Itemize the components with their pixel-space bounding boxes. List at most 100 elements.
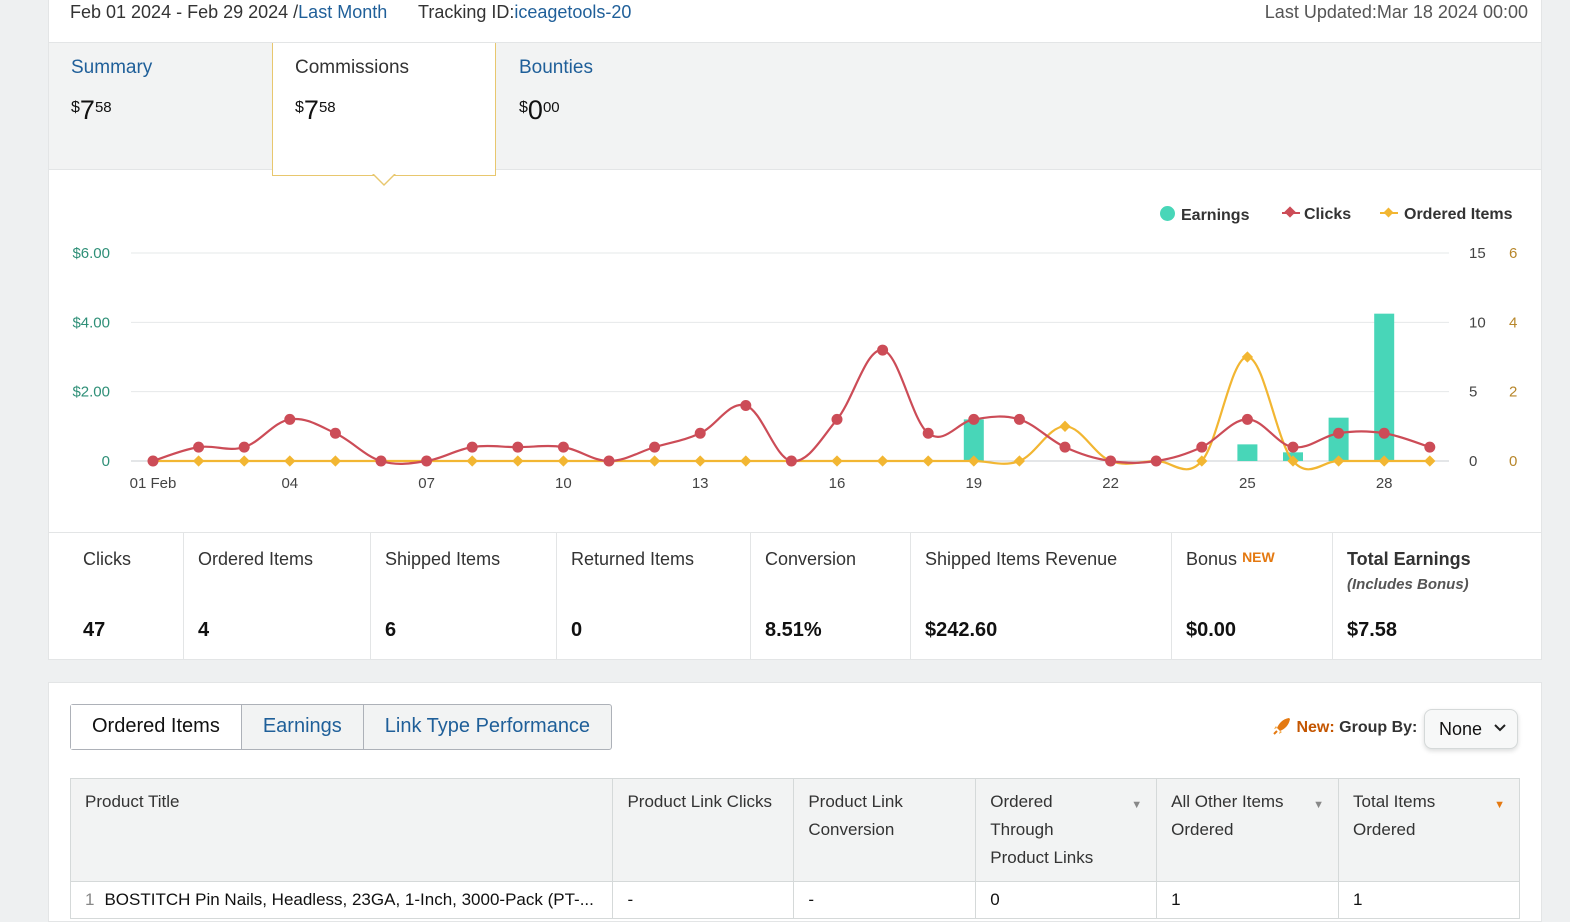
col-product-link-conversion[interactable]: Product Link Conversion [794, 779, 976, 882]
group-by-select[interactable]: None [1424, 709, 1518, 749]
metric-shipped-items: Shipped Items 6 [371, 533, 557, 660]
bonus-label: Bonus [1186, 549, 1237, 569]
tab-earnings[interactable]: Earnings [242, 705, 364, 749]
y-tick-label: $6.00 [72, 245, 110, 262]
ordered-point [695, 455, 706, 466]
x-tick-label: 10 [555, 475, 572, 492]
metric-value: $242.60 [925, 619, 997, 642]
x-tick-label: 22 [1102, 475, 1119, 492]
metric-label: Bonus NEW [1186, 549, 1332, 570]
tab-link-type-performance[interactable]: Link Type Performance [364, 705, 611, 749]
y2-tick-label: 0 [1469, 453, 1477, 470]
tab-summary[interactable]: Summary $758 [49, 43, 273, 169]
metric-value: $7.58 [1347, 619, 1397, 642]
metric-value: $0.00 [1186, 619, 1236, 642]
metric-conversion: Conversion 8.51% [751, 533, 911, 660]
y3-tick-label: 4 [1509, 314, 1517, 331]
click-point [877, 345, 888, 356]
metric-label: Returned Items [571, 549, 750, 570]
cell-link-clicks: - [613, 882, 794, 919]
tab-commissions-label: Commissions [295, 57, 495, 79]
ordered-point [239, 455, 250, 466]
amount-whole: 7 [304, 95, 319, 125]
tab-bounties[interactable]: Bounties $000 [497, 43, 721, 169]
y2-tick-label: 5 [1469, 384, 1477, 401]
earnings-bar [1237, 444, 1257, 461]
click-point [376, 456, 387, 467]
metric-shipped-revenue: Shipped Items Revenue $242.60 [911, 533, 1172, 660]
tracking-label: Tracking ID: [418, 2, 514, 22]
y3-tick-label: 0 [1509, 453, 1517, 470]
currency-symbol: $ [295, 99, 304, 116]
click-point [1060, 442, 1071, 453]
product-title-link[interactable]: BOSTITCH Pin Nails, Headless, 23GA, 1-In… [104, 890, 593, 909]
amount-cents: 58 [319, 99, 336, 116]
click-point [193, 442, 204, 453]
date-range: Feb 01 2024 - Feb 29 2024 /Last Month [70, 2, 387, 23]
sort-active-icon: ▼ [1494, 791, 1505, 819]
col-product-title[interactable]: Product Title [71, 779, 613, 882]
click-point [923, 428, 934, 439]
tracking-id-link[interactable]: iceagetools-20 [514, 2, 631, 22]
click-point [1379, 428, 1390, 439]
ordered-point [330, 455, 341, 466]
amount-whole: 7 [80, 95, 95, 125]
amount-cents: 58 [95, 99, 112, 116]
click-point [786, 456, 797, 467]
metric-value: 4 [198, 619, 209, 642]
tracking-id: Tracking ID:iceagetools-20 [418, 2, 631, 23]
date-range-text: Feb 01 2024 - Feb 29 2024 / [70, 2, 298, 22]
click-point [968, 414, 979, 425]
click-point [1288, 442, 1299, 453]
click-point [148, 456, 159, 467]
col-product-link-clicks[interactable]: Product Link Clicks [613, 779, 794, 882]
ordered-items-table: Product Title Product Link Clicks Produc… [70, 778, 1520, 919]
click-point [1105, 456, 1116, 467]
header-label: All Other Items Ordered [1171, 792, 1283, 839]
click-point [832, 414, 843, 425]
commissions-amount: $758 [295, 95, 495, 126]
metric-label: Total Earnings [1347, 549, 1541, 570]
click-point [1242, 414, 1253, 425]
cell-total-items: 1 [1339, 882, 1520, 919]
y-tick-label: $4.00 [72, 314, 110, 331]
click-point [649, 442, 660, 453]
ordered-point [467, 455, 478, 466]
metric-value: 8.51% [765, 619, 822, 642]
table-header-row: Product Title Product Link Clicks Produc… [71, 779, 1520, 882]
table-row: 1 BOSTITCH Pin Nails, Headless, 23GA, 1-I… [71, 882, 1520, 919]
x-tick-label: 28 [1376, 475, 1393, 492]
last-month-link[interactable]: Last Month [298, 2, 387, 22]
click-point [1014, 414, 1025, 425]
tab-bounties-label: Bounties [519, 57, 721, 79]
tab-summary-label: Summary [71, 57, 273, 79]
bounties-amount: $000 [519, 95, 721, 126]
metric-bonus: Bonus NEW $0.00 [1172, 533, 1333, 660]
amount-whole: 0 [528, 95, 543, 125]
tab-commissions[interactable]: Commissions $758 [272, 43, 496, 176]
ordered-point [831, 455, 842, 466]
new-badge: NEW [1242, 549, 1275, 565]
ordered-point [877, 455, 888, 466]
cell-ordered-through: 0 [976, 882, 1157, 919]
summary-amount: $758 [71, 95, 273, 126]
rocket-icon [1272, 716, 1292, 736]
tab-ordered-items[interactable]: Ordered Items [71, 705, 242, 749]
cell-product-title: 1BOSTITCH Pin Nails, Headless, 23GA, 1-I… [71, 882, 613, 919]
x-tick-label: 04 [281, 475, 298, 492]
col-ordered-through-links[interactable]: Ordered Through Product Links▼ [976, 779, 1157, 882]
group-by-label: Group By: [1339, 719, 1417, 736]
x-tick-label: 19 [965, 475, 982, 492]
col-total-items-ordered[interactable]: Total Items Ordered▼ [1339, 779, 1520, 882]
active-tab-pointer [372, 174, 396, 186]
click-point [421, 456, 432, 467]
x-tick-label: 01 Feb [130, 475, 177, 492]
x-tick-label: 16 [829, 475, 846, 492]
click-point [1333, 428, 1344, 439]
ordered-point [558, 455, 569, 466]
metric-clicks: Clicks 47 [49, 533, 184, 660]
col-all-other-items[interactable]: All Other Items Ordered▼ [1157, 779, 1339, 882]
metric-label: Ordered Items [198, 549, 370, 570]
metric-sublabel: (Includes Bonus) [1347, 576, 1541, 593]
ordered-point [193, 455, 204, 466]
